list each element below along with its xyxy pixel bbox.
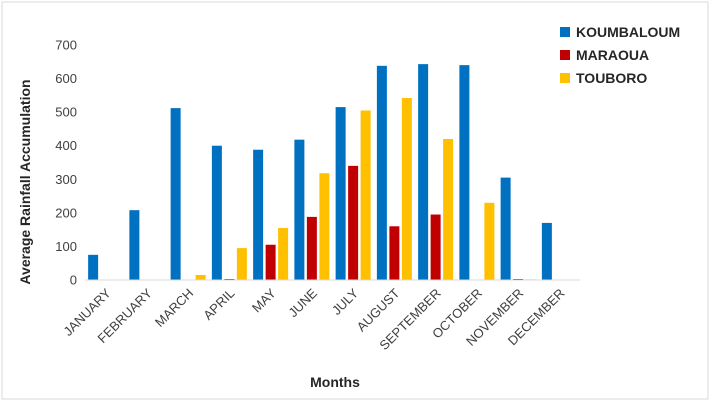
bar-koumbaloum-july (335, 107, 346, 280)
bar-koumbaloum-april (211, 145, 222, 280)
bars-group (88, 64, 552, 281)
bar-koumbaloum-january (88, 254, 99, 280)
y-tick-label: 0 (70, 273, 77, 288)
y-tick-label: 400 (55, 138, 77, 153)
bar-koumbaloum-september (418, 64, 429, 280)
legend-label-maraoua: MARAOUA (576, 47, 649, 63)
x-axis-title: Months (310, 374, 360, 390)
bar-maraoua-may (265, 244, 276, 280)
bar-koumbaloum-october (459, 65, 470, 281)
bar-touboro-may (278, 227, 289, 280)
bar-touboro-october (484, 202, 495, 280)
y-tick-label: 200 (55, 205, 77, 220)
y-axis-ticks: 0 100 200 300 400 500 600 700 (55, 38, 77, 288)
bar-maraoua-april (224, 278, 235, 280)
y-axis-title: Average Rainfall Accumulation (17, 79, 33, 284)
legend-label-touboro: TOUBORO (576, 70, 647, 86)
bar-koumbaloum-december (541, 222, 552, 280)
bar-maraoua-july (348, 165, 359, 280)
bar-touboro-march (195, 274, 206, 280)
bar-koumbaloum-november (500, 177, 511, 280)
bar-touboro-april (236, 248, 247, 280)
legend-swatch-koumbaloum (560, 27, 570, 37)
bar-maraoua-november (513, 278, 524, 280)
bar-maraoua-september (430, 214, 441, 280)
bar-touboro-july (360, 110, 371, 280)
bar-touboro-august (401, 98, 412, 281)
legend-swatch-touboro (560, 73, 570, 83)
legend: KOUMBALOUM MARAOUA TOUBORO (560, 24, 680, 86)
y-tick-label: 300 (55, 172, 77, 187)
legend-swatch-maraoua (560, 50, 570, 60)
y-tick-label: 600 (55, 71, 77, 86)
bar-koumbaloum-june (294, 139, 305, 280)
bar-koumbaloum-march (170, 108, 181, 280)
y-tick-label: 700 (55, 38, 77, 53)
bar-touboro-june (319, 173, 330, 280)
legend-label-koumbaloum: KOUMBALOUM (576, 24, 680, 40)
bar-maraoua-august (389, 226, 400, 280)
y-tick-label: 500 (55, 105, 77, 120)
bar-maraoua-june (306, 216, 317, 280)
bar-touboro-september (443, 139, 454, 280)
y-tick-label: 100 (55, 239, 77, 254)
bar-koumbaloum-august (376, 65, 387, 280)
bar-koumbaloum-february (129, 210, 140, 280)
bar-koumbaloum-may (253, 149, 264, 280)
